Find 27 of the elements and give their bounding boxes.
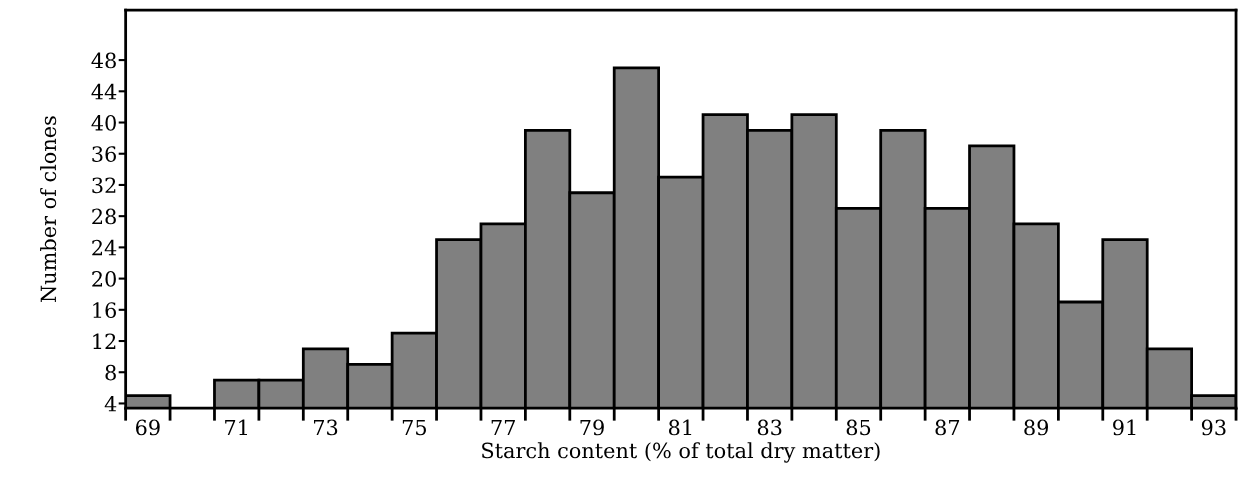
y-tick-label: 40 (91, 114, 116, 131)
x-tick-label: 93 (1201, 419, 1226, 436)
x-tick-label: 91 (1113, 419, 1136, 436)
x-tick-label: 79 (580, 419, 604, 436)
x-tick-label: 87 (935, 419, 960, 436)
y-tick-label: 48 (91, 52, 116, 69)
x-tick-label: 71 (225, 419, 247, 436)
x-tick-label: 85 (846, 419, 871, 436)
x-tick-label: 81 (668, 419, 692, 436)
x-tick-label: 83 (757, 419, 782, 436)
y-tick-label: 4 (104, 395, 117, 412)
y-tick-label: 28 (92, 208, 116, 225)
x-tick-label: 77 (491, 419, 515, 436)
y-tick-label: 24 (92, 239, 117, 256)
y-tick-label: 20 (92, 271, 116, 287)
y-tick-label: 12 (93, 333, 116, 349)
x-tick-label: 69 (135, 419, 160, 436)
x-tick-label: 75 (402, 419, 426, 436)
x-axis-title: Starch content (% of total dry matter) (482, 442, 880, 463)
y-axis-title: Number of clones (40, 116, 57, 303)
x-tick-label: 73 (314, 419, 338, 436)
y-tick-label: 32 (92, 177, 116, 194)
y-tick-label: 36 (92, 146, 116, 162)
y-tick-label: 8 (105, 364, 116, 381)
x-tick-label: 89 (1024, 419, 1049, 436)
y-tick-label: 16 (93, 302, 116, 319)
y-tick-label: 44 (91, 83, 117, 100)
